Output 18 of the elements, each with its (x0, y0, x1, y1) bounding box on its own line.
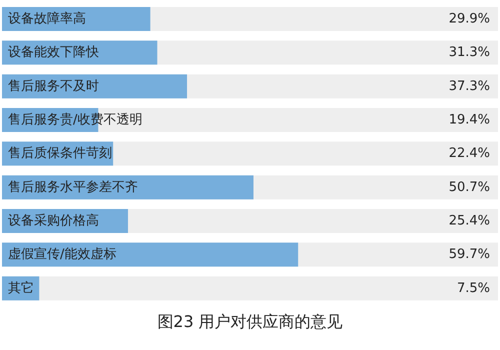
data-label: 22.4% (448, 146, 490, 162)
data-label: 7.5% (456, 280, 490, 296)
data-label: 59.7% (448, 247, 490, 262)
y-tick-label: 设备采购价格高 (8, 212, 99, 228)
y-tick-label: 设备能效下降快 (8, 45, 99, 60)
y-tick-label: 其它 (8, 280, 34, 296)
data-label: 31.3% (448, 45, 490, 60)
y-tick-label: 售后服务不及时 (8, 78, 99, 94)
y-tick-label: 售后质保条件苛刻 (8, 146, 112, 162)
data-label: 19.4% (448, 112, 490, 128)
data-label: 25.4% (448, 214, 490, 228)
y-tick-label: 虚假宣传/能效虚标 (8, 246, 116, 262)
y-tick-label: 设备故障率高 (8, 10, 86, 26)
data-label: 50.7% (448, 180, 490, 195)
data-label: 29.9% (448, 12, 490, 26)
text: 图23 用户对供应商的意见 (156, 312, 344, 333)
data-label: 37.3% (448, 78, 490, 94)
y-tick-label: 售后服务水平参差不齐 (8, 180, 138, 195)
